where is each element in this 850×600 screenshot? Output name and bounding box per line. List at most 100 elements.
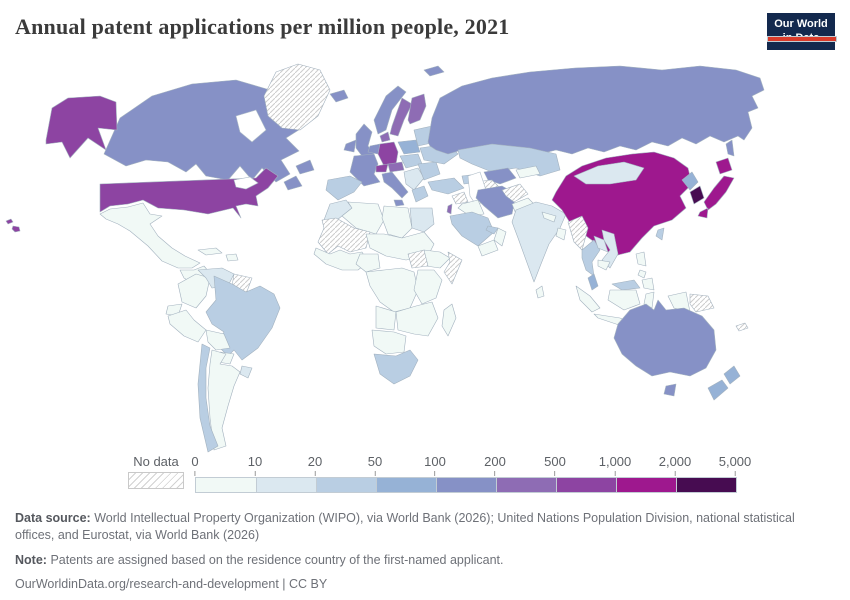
country-nigeria[interactable] <box>355 253 381 273</box>
country-greece[interactable] <box>411 185 429 203</box>
country-switzerland[interactable] <box>375 163 389 173</box>
country-thailand[interactable] <box>581 239 601 277</box>
country-turkey[interactable] <box>427 177 465 195</box>
country-new-zealand[interactable] <box>707 365 741 401</box>
country-madagascar[interactable] <box>441 303 457 337</box>
legend-tick: 20 <box>308 454 322 476</box>
country-ireland[interactable] <box>343 139 357 153</box>
country-italy[interactable] <box>381 171 409 207</box>
country-uae-qatar[interactable] <box>485 225 499 235</box>
country-mexico[interactable] <box>99 202 201 269</box>
country-laos[interactable] <box>593 235 609 253</box>
legend-bin[interactable] <box>556 478 616 492</box>
legend-bin[interactable] <box>256 478 316 492</box>
country-germany[interactable] <box>377 141 399 167</box>
country-australia[interactable] <box>613 299 717 397</box>
country-united-states[interactable] <box>99 167 279 219</box>
country-malaysia[interactable] <box>587 273 599 291</box>
country-central-africa[interactable] <box>365 267 419 313</box>
country-sri-lanka[interactable] <box>535 285 545 299</box>
country-kyrgyz-tajik[interactable] <box>515 165 541 179</box>
country-nepal[interactable] <box>541 211 557 223</box>
country-svalbard[interactable] <box>423 65 445 77</box>
country-new-caledonia[interactable] <box>735 322 749 332</box>
country-chile[interactable] <box>197 343 219 453</box>
country-hawaii[interactable] <box>5 218 21 233</box>
legend-tick: 200 <box>484 454 506 476</box>
country-east-malaysia[interactable] <box>611 279 641 291</box>
country-south-africa[interactable] <box>373 349 419 385</box>
world-map <box>0 58 850 454</box>
legend-tick: 2,000 <box>659 454 691 476</box>
country-india[interactable] <box>511 201 567 283</box>
country-sahara-west[interactable] <box>317 217 371 255</box>
country-oman[interactable] <box>493 227 507 247</box>
legend-bin[interactable] <box>496 478 556 492</box>
country-cambodia[interactable] <box>597 259 611 271</box>
country-canada[interactable] <box>103 79 314 183</box>
license-line: OurWorldinData.org/research-and-developm… <box>15 576 825 593</box>
country-yemen[interactable] <box>477 239 499 257</box>
country-uruguay[interactable] <box>239 365 253 379</box>
country-alaska[interactable] <box>45 95 118 159</box>
no-data-swatch[interactable] <box>128 472 184 489</box>
country-sweden[interactable] <box>389 97 413 137</box>
country-namibia-botswana[interactable] <box>371 329 407 355</box>
country-colombia[interactable] <box>177 273 211 309</box>
country-peru[interactable] <box>167 309 207 343</box>
country-balkans[interactable] <box>403 167 425 191</box>
country-zambezi[interactable] <box>395 301 439 337</box>
country-east-africa[interactable] <box>413 269 443 305</box>
country-philippines[interactable] <box>635 251 655 291</box>
legend-bin[interactable] <box>316 478 376 492</box>
country-austria[interactable] <box>387 161 405 173</box>
country-south-korea[interactable] <box>689 185 705 205</box>
data-source-line: Data source: World Intellectual Property… <box>15 510 825 545</box>
country-france[interactable] <box>349 153 381 187</box>
country-papua-new-guinea[interactable] <box>689 293 715 313</box>
legend-bin[interactable] <box>676 478 736 492</box>
legend-tick: 0 <box>191 454 199 476</box>
country-south-sudan[interactable] <box>407 249 429 269</box>
country-argentina[interactable] <box>207 349 241 451</box>
map-legend: No data 0 10 20 50 100 200 500 1,000 2,0… <box>15 454 835 498</box>
country-russia[interactable] <box>427 65 765 157</box>
country-syria[interactable] <box>451 191 469 205</box>
country-finland[interactable] <box>407 93 427 125</box>
legend-color-bar <box>195 477 737 493</box>
legend-bin[interactable] <box>616 478 676 492</box>
country-bolivia[interactable] <box>205 329 231 351</box>
country-canada[interactable] <box>295 159 315 175</box>
country-north-korea[interactable] <box>681 171 699 191</box>
country-caribbean[interactable] <box>225 253 239 262</box>
country-israel[interactable] <box>446 203 453 215</box>
legend-bin[interactable] <box>436 478 496 492</box>
country-iceland[interactable] <box>329 89 349 103</box>
country-cuba[interactable] <box>197 247 223 256</box>
country-denmark[interactable] <box>379 131 391 143</box>
country-romania-bulgaria[interactable] <box>417 161 441 181</box>
country-japan[interactable] <box>697 157 735 219</box>
country-canada[interactable] <box>283 175 303 191</box>
legend-tick: 10 <box>248 454 262 476</box>
owid-logo[interactable]: Our World in Data <box>767 13 837 50</box>
legend-bin[interactable] <box>376 478 436 492</box>
country-egypt[interactable] <box>409 207 435 233</box>
country-iberia[interactable] <box>325 175 363 201</box>
country-bangladesh[interactable] <box>555 227 567 241</box>
country-norway[interactable] <box>373 85 407 135</box>
country-taiwan[interactable] <box>655 227 665 241</box>
owid-url-link[interactable]: OurWorldinData.org/research-and-developm… <box>15 576 279 591</box>
country-poland[interactable] <box>397 139 421 155</box>
country-somalia[interactable] <box>443 251 463 285</box>
country-mongolia[interactable] <box>573 161 645 185</box>
legend-no-data[interactable]: No data <box>127 454 185 489</box>
country-libya[interactable] <box>381 205 413 239</box>
country-myanmar[interactable] <box>567 215 589 251</box>
data-source-text: World Intellectual Property Organization… <box>15 511 795 543</box>
country-afghanistan[interactable] <box>501 183 529 203</box>
legend-bin[interactable] <box>196 478 256 492</box>
country-saudi-arabia[interactable] <box>449 211 495 247</box>
country-greenland[interactable] <box>263 63 331 131</box>
country-angola[interactable] <box>375 305 397 331</box>
